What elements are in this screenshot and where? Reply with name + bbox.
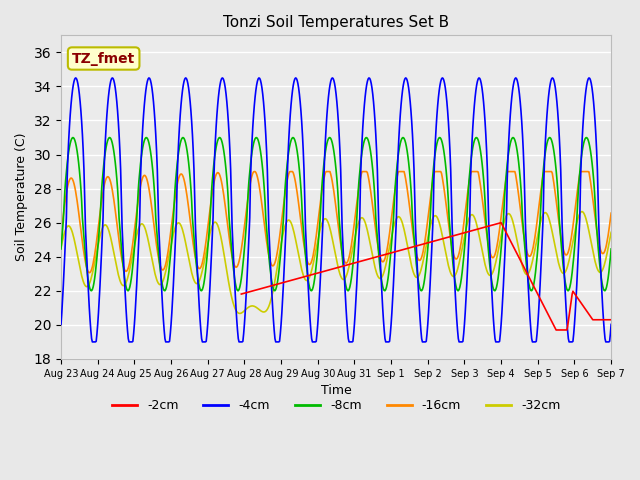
Y-axis label: Soil Temperature (C): Soil Temperature (C): [15, 133, 28, 262]
Text: TZ_fmet: TZ_fmet: [72, 51, 135, 65]
Title: Tonzi Soil Temperatures Set B: Tonzi Soil Temperatures Set B: [223, 15, 449, 30]
Legend: -2cm, -4cm, -8cm, -16cm, -32cm: -2cm, -4cm, -8cm, -16cm, -32cm: [107, 395, 565, 418]
X-axis label: Time: Time: [321, 384, 351, 397]
